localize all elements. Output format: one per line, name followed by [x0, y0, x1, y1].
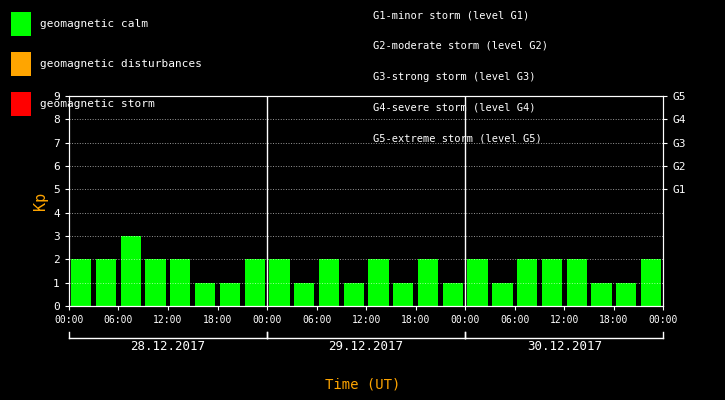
Bar: [616, 283, 637, 306]
Y-axis label: Kp: Kp: [33, 192, 48, 210]
Text: geomagnetic storm: geomagnetic storm: [40, 99, 154, 109]
Bar: [566, 259, 587, 306]
Text: G2-moderate storm (level G2): G2-moderate storm (level G2): [373, 41, 548, 51]
Bar: [195, 283, 215, 306]
Bar: [220, 283, 240, 306]
Bar: [468, 259, 488, 306]
Text: Time (UT): Time (UT): [325, 378, 400, 392]
Bar: [492, 283, 513, 306]
Text: G4-severe storm (level G4): G4-severe storm (level G4): [373, 102, 536, 112]
Bar: [641, 259, 661, 306]
Bar: [269, 259, 289, 306]
Bar: [443, 283, 463, 306]
Bar: [418, 259, 438, 306]
Bar: [96, 259, 116, 306]
Text: geomagnetic calm: geomagnetic calm: [40, 19, 148, 29]
Bar: [368, 259, 389, 306]
Bar: [120, 236, 141, 306]
Text: G1-minor storm (level G1): G1-minor storm (level G1): [373, 10, 530, 20]
Bar: [71, 259, 91, 306]
Text: 28.12.2017: 28.12.2017: [130, 340, 205, 353]
Bar: [294, 283, 315, 306]
Bar: [146, 259, 166, 306]
Bar: [170, 259, 191, 306]
Bar: [542, 259, 562, 306]
Bar: [244, 259, 265, 306]
Text: G5-extreme storm (level G5): G5-extreme storm (level G5): [373, 133, 542, 143]
Text: 29.12.2017: 29.12.2017: [328, 340, 404, 353]
Bar: [592, 283, 612, 306]
Bar: [344, 283, 364, 306]
Text: G3-strong storm (level G3): G3-strong storm (level G3): [373, 72, 536, 82]
Text: 30.12.2017: 30.12.2017: [527, 340, 602, 353]
Bar: [393, 283, 413, 306]
Text: geomagnetic disturbances: geomagnetic disturbances: [40, 59, 202, 69]
Bar: [319, 259, 339, 306]
Bar: [517, 259, 537, 306]
